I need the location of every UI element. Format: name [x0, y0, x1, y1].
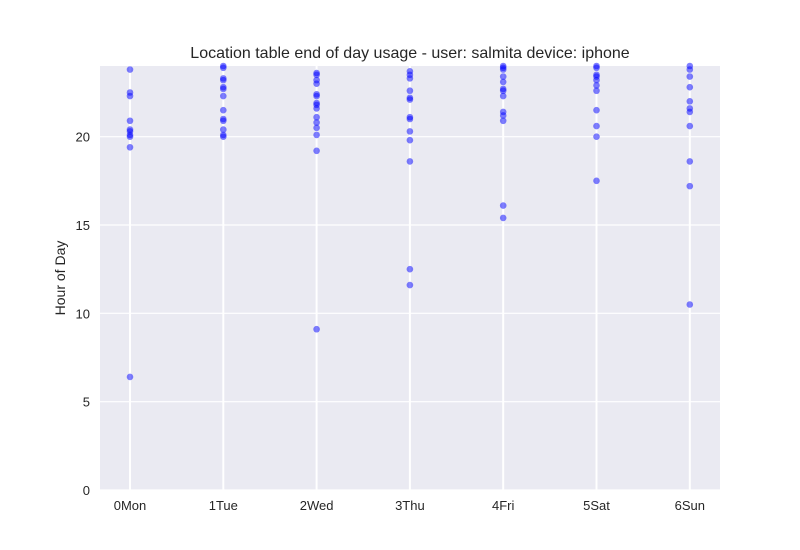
- data-point: [406, 113, 414, 121]
- data-point: [126, 89, 134, 96]
- data-point: [406, 68, 414, 75]
- data-point: [499, 62, 507, 70]
- data-point: [499, 202, 507, 209]
- data-point: [499, 214, 507, 222]
- data-point: [313, 90, 320, 98]
- x-tick-label: 5Sat: [583, 498, 610, 513]
- data-point: [220, 75, 227, 82]
- data-point: [313, 113, 320, 121]
- data-point: [126, 117, 134, 125]
- data-point: [313, 119, 320, 126]
- y-tick-label: 15: [76, 218, 90, 233]
- data-point: [593, 133, 600, 140]
- x-tick-label: 4Fri: [492, 498, 515, 513]
- data-point: [220, 92, 227, 100]
- data-point: [313, 124, 320, 132]
- data-point: [313, 69, 320, 77]
- data-point: [499, 117, 507, 125]
- x-tick-label: 2Wed: [300, 498, 334, 513]
- data-point: [220, 115, 227, 123]
- data-point: [686, 158, 694, 165]
- data-point: [686, 62, 694, 70]
- data-point: [406, 281, 414, 289]
- data-point: [313, 325, 320, 333]
- y-tick-label: 0: [83, 483, 90, 498]
- data-point: [126, 143, 134, 151]
- data-point: [686, 301, 694, 308]
- data-point: [499, 92, 507, 100]
- data-point: [126, 126, 134, 133]
- data-point: [220, 126, 227, 133]
- data-point: [593, 106, 600, 114]
- data-point: [593, 87, 600, 95]
- data-point: [313, 147, 320, 155]
- data-point: [220, 62, 227, 70]
- data-points: [126, 62, 694, 381]
- y-tick-labels: 0 5 10 15 20: [76, 130, 90, 498]
- y-axis-label: Hour of Day: [52, 241, 68, 316]
- data-point: [499, 78, 507, 86]
- data-point: [499, 85, 507, 93]
- data-point: [406, 94, 414, 102]
- data-point: [686, 83, 694, 91]
- data-point: [406, 87, 414, 95]
- data-point: [593, 62, 600, 70]
- data-point: [313, 131, 320, 139]
- x-tick-labels: 0Mon 1Tue 2Wed 3Thu 4Fri 5Sat 6Sun: [114, 498, 705, 513]
- x-tick-label: 6Sun: [675, 498, 705, 513]
- x-tick-label: 3Thu: [395, 498, 425, 513]
- y-tick-label: 20: [76, 130, 90, 145]
- data-point: [406, 128, 414, 135]
- data-point: [686, 105, 694, 112]
- y-tick-label: 10: [76, 306, 90, 321]
- data-point: [406, 136, 414, 144]
- data-point: [313, 76, 320, 84]
- data-point: [686, 73, 694, 80]
- data-point: [406, 158, 414, 165]
- data-point: [220, 131, 227, 139]
- data-point: [220, 106, 227, 114]
- data-point: [126, 66, 134, 73]
- data-point: [593, 82, 600, 89]
- chart-title: Location table end of day usage - user: …: [190, 45, 629, 62]
- data-point: [406, 265, 414, 273]
- data-point: [686, 98, 694, 105]
- y-tick-label: 5: [83, 395, 90, 410]
- data-point: [686, 182, 694, 190]
- data-point: [220, 83, 227, 91]
- data-point: [499, 73, 507, 80]
- x-tick-label: 1Tue: [209, 498, 238, 513]
- data-point: [313, 99, 320, 107]
- data-point: [593, 71, 600, 79]
- x-tick-label: 0Mon: [114, 498, 147, 513]
- data-point: [593, 177, 600, 185]
- data-point: [126, 373, 134, 381]
- data-point: [499, 108, 507, 116]
- data-point: [593, 122, 600, 130]
- data-point: [686, 122, 694, 130]
